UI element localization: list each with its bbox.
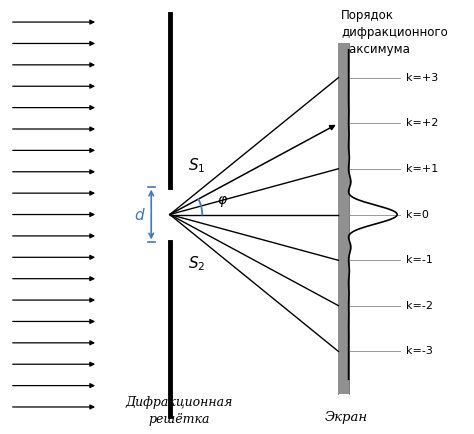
Text: k=+2: k=+2 bbox=[406, 118, 438, 128]
Text: Порядок
дифракционного
максимума: Порядок дифракционного максимума bbox=[341, 9, 448, 56]
Text: k=-2: k=-2 bbox=[406, 301, 433, 311]
Text: $\varphi$: $\varphi$ bbox=[217, 194, 228, 209]
Text: k=-3: k=-3 bbox=[406, 346, 432, 356]
Text: $d$: $d$ bbox=[134, 207, 146, 223]
Text: k=+3: k=+3 bbox=[406, 72, 438, 82]
Text: $S_2$: $S_2$ bbox=[188, 254, 206, 273]
Text: k=-1: k=-1 bbox=[406, 255, 432, 265]
Text: Дифракционная
решётка: Дифракционная решётка bbox=[125, 396, 233, 426]
Bar bbox=[338, 43, 348, 394]
Text: Экран: Экран bbox=[324, 411, 367, 424]
Text: k=+1: k=+1 bbox=[406, 164, 438, 174]
Text: $S_1$: $S_1$ bbox=[188, 156, 206, 175]
Text: k=0: k=0 bbox=[406, 210, 428, 220]
